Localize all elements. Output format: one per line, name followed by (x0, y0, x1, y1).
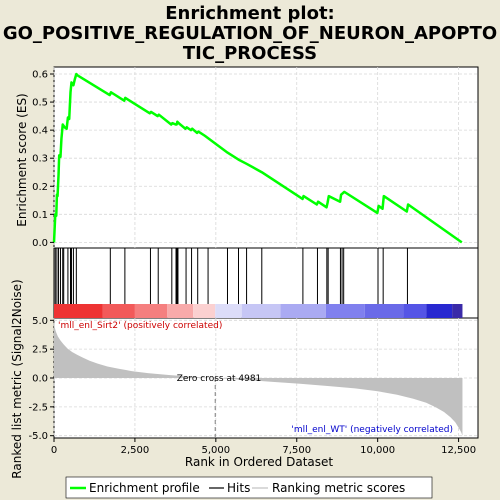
xtick-label-5: 12,500 (441, 445, 476, 456)
es-ytick-label-5: 0.5 (32, 98, 48, 109)
chart-title-line-2: GO_POSITIVE_REGULATION_OF_NEURON_APOPTO (3, 23, 497, 44)
ranking-metric-profile (54, 319, 463, 438)
heatmap-segment-7 (280, 304, 326, 318)
heatmap-segment-5 (215, 304, 242, 318)
heatmap-segment-1 (102, 304, 135, 318)
es-ytick-label-4: 0.4 (32, 126, 48, 137)
metric-area (54, 319, 463, 436)
zero-cross-label: Zero cross at 4981 (177, 374, 262, 384)
heatmap-segment-6 (241, 304, 281, 318)
es-ytick-label-1: 0.1 (32, 210, 48, 221)
positive-correlation-label: 'mll_enl_Sirt2' (positively correlated) (58, 321, 222, 331)
legend-box (65, 476, 433, 499)
x-axis-label: Rank in Ordered Dataset (185, 455, 333, 469)
es-ytick-label-3: 0.3 (32, 154, 48, 165)
metric-ytick-label-3: -2.5 (28, 402, 48, 413)
heatmap-segment-3 (167, 304, 194, 318)
heatmap-segment-9 (364, 304, 404, 318)
legend-enrichment-label: Enrichment profile (89, 481, 200, 495)
heatmap-segment-12 (452, 304, 463, 318)
metric-ytick-label-4: -5.0 (28, 431, 48, 442)
es-ytick-label-6: 0.6 (32, 70, 48, 81)
xtick-label-0: 0 (51, 445, 57, 456)
heatmap-segment-8 (325, 304, 365, 318)
xtick-label-4: 10,000 (360, 445, 395, 456)
metric-y-ticks: 5.0 2.5 0.0 -2.5 -5.0 (28, 316, 54, 442)
es-line (52, 72, 463, 244)
metric-ytick-label-2: 0.0 (32, 374, 48, 385)
heatmap-segment-10 (403, 304, 427, 318)
heatmap-segment-4 (193, 304, 216, 318)
chart-title-line-3: TIC_PROCESS (183, 43, 317, 64)
negative-correlation-label: 'mll_enl_WT' (negatively correlated) (291, 425, 453, 435)
es-y-ticks: 0.0 0.1 0.2 0.3 0.4 0.5 0.6 (32, 70, 54, 249)
heatmap-segment-2 (134, 304, 168, 318)
metric-y-axis-label: Ranked list metric (Signal2Noise) (10, 279, 24, 478)
x-ticks: 0 2,500 5,000 7,500 10,000 12,500 (51, 438, 476, 456)
legend-metric-label: Ranking metric scores (272, 481, 405, 495)
metric-ytick-label-0: 5.0 (32, 316, 48, 327)
es-y-axis-label: Enrichment score (ES) (15, 93, 29, 226)
metric-ytick-label-1: 2.5 (32, 345, 48, 356)
xtick-label-1: 2,500 (121, 445, 150, 456)
enrichment-profile (52, 72, 463, 244)
ranked-heatmap-bar (54, 304, 463, 318)
chart-title-line-1: Enrichment plot: (165, 3, 335, 24)
xtick-label-3: 7,500 (282, 445, 311, 456)
hit-markers (54, 248, 408, 304)
es-grid (53, 67, 478, 248)
xtick-label-2: 5,000 (202, 445, 231, 456)
es-ytick-label-0: 0.0 (32, 238, 48, 249)
heatmap-segment-0 (54, 304, 103, 318)
es-ytick-label-2: 0.2 (32, 182, 48, 193)
es-panel-frame (53, 66, 479, 249)
legend-hits-label: Hits (227, 481, 250, 495)
heatmap-segment-11 (426, 304, 453, 318)
